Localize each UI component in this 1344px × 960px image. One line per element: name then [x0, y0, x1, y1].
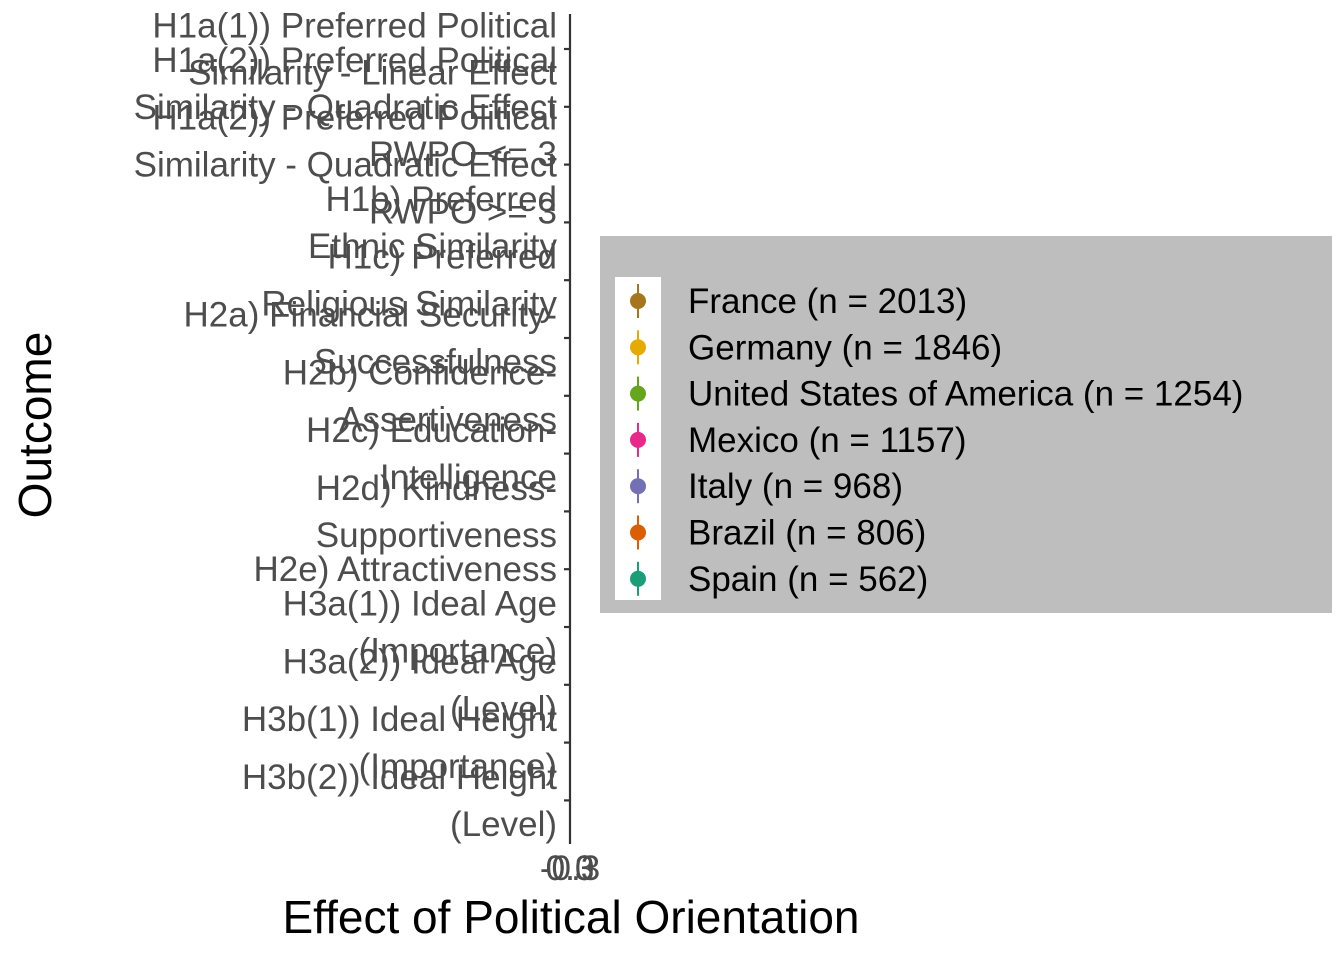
y-tick-label: H1a(1)) Preferred Political Similarity - … — [152, 7, 557, 93]
y-tick-label: H2b) Confidence-Assertiveness — [283, 353, 557, 439]
legend: France (n = 2013) Germany (n = 1846) Unite… — [600, 236, 1332, 613]
legend-items: France (n = 2013) Germany (n = 1846) Unite… — [630, 282, 1243, 599]
y-axis — [564, 14, 572, 844]
legend-label: Brazil (n = 806) — [688, 514, 926, 553]
y-tick-label: H1a(2)) Preferred Political Similarity - … — [134, 99, 558, 232]
legend-key-point — [630, 570, 646, 587]
y-tick-label: H1b) Preferred Ethnic Similarity — [308, 180, 557, 266]
y-tick-label: H3a(1)) Ideal Age (Importance) — [283, 585, 557, 671]
legend-label: Italy (n = 968) — [688, 467, 903, 506]
y-tick-label: H2e) Attractiveness — [254, 550, 557, 589]
y-tick-labels: H1a(1)) Preferred Political Similarity - … — [134, 7, 558, 844]
legend-label: Germany (n = 1846) — [688, 328, 1002, 367]
legend-label: France (n = 2013) — [688, 282, 967, 321]
y-tick-label: H2d) Kindness-Supportiveness — [316, 469, 557, 555]
legend-label: Spain (n = 562) — [688, 560, 928, 599]
legend-key-point — [630, 524, 646, 541]
x-tick-labels: -0.30.00.3 — [540, 849, 600, 888]
y-tick-label: H3a(2)) Ideal Age (Level) — [283, 642, 557, 728]
legend-key-point — [630, 293, 646, 309]
y-axis-title: Outcome — [9, 332, 61, 519]
x-tick-label: -0.3 — [540, 849, 600, 888]
y-tick-label: H1c) Preferred Religious Similarity — [261, 238, 557, 324]
x-tick-label: 0.3 — [546, 849, 595, 888]
x-axis-title: Effect of Political Orientation — [283, 891, 860, 943]
legend-key-point — [630, 385, 646, 402]
y-tick-label: H3b(2)) Ideal Height (Level) — [242, 758, 557, 844]
y-tick-label: H3b(1)) Ideal Height (Importance) — [242, 700, 557, 786]
y-tick-label: H1a(2)) Preferred Political Similarity - … — [134, 41, 558, 174]
y-tick-label: H2a) Financial Security-Successfulness — [184, 296, 557, 382]
legend-key-point — [630, 478, 646, 495]
x-tick-label: 0.0 — [546, 849, 595, 888]
legend-label: Mexico (n = 1157) — [688, 421, 967, 460]
legend-label: United States of America (n = 1254) — [688, 375, 1243, 414]
legend-key-point — [630, 339, 646, 356]
legend-key-point — [630, 431, 646, 448]
legend-background — [600, 236, 1332, 613]
y-tick-label: H2c) Education-Intelligence — [306, 411, 557, 497]
